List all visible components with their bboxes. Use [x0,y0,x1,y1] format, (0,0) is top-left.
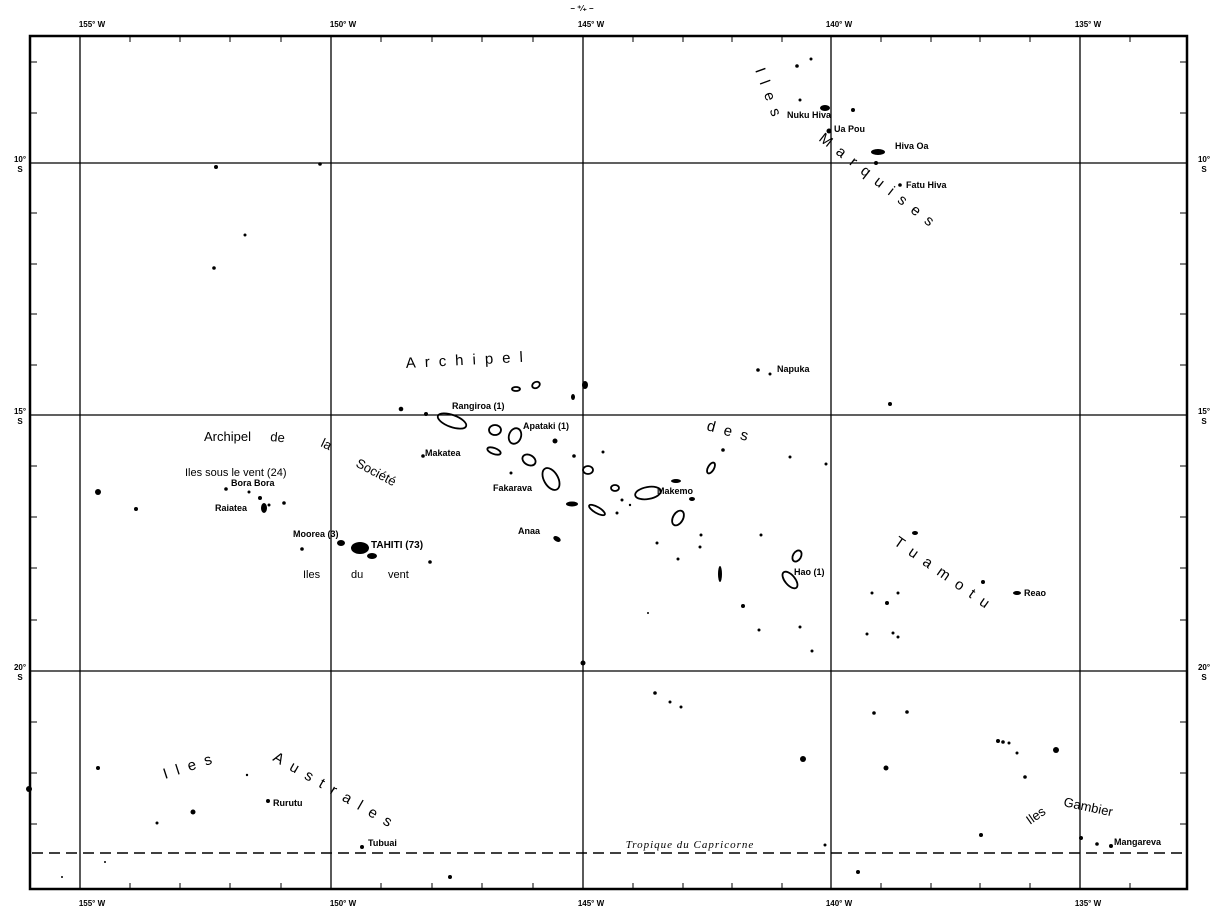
region-label-iles-australes-1: Iles [161,748,223,783]
lat-label-20s-left-deg: 20° [14,663,26,672]
region-labels: Iles Marquises Archipel des Tuamotu Arch… [161,66,1115,836]
region-label-archipel-societe: Archipel [204,429,251,444]
label-anaa: Anaa [518,526,541,536]
island-labels: Nuku Hiva Ua Pou Hiva Oa Fatu Hiva Napuk… [215,110,1162,848]
region-label-iles-gambier-1: Iles [1023,803,1049,827]
lon-label-150w-top: 150° W [330,20,357,29]
lon-label-135w-top: 135° W [1075,20,1102,29]
label-hiva-oa: Hiva Oa [895,141,930,151]
label-bora-bora: Bora Bora [231,478,276,488]
map-frame [28,34,1189,891]
longitude-labels-top: 155° W 150° W 145° W 140° W 135° W [79,20,1102,29]
lat-label-10s-right-hemi: S [1201,165,1207,174]
region-label-de: de [270,429,286,445]
region-label-la: la [319,435,335,453]
lon-label-135w-bottom: 135° W [1075,899,1102,908]
label-mangareva: Mangareva [1114,837,1162,847]
label-ua-pou: Ua Pou [834,124,865,134]
label-reao: Reao [1024,588,1047,598]
longitude-labels-bottom: 155° W 150° W 145° W 140° W 135° W [79,899,1102,908]
graticule [30,36,1187,889]
lat-label-10s-left-deg: 10° [14,155,26,164]
tropic-label: Tropique du Capricorne [626,839,755,851]
lon-label-145w-bottom: 145° W [578,899,605,908]
label-raiatea: Raiatea [215,503,248,513]
label-hao: Hao (1) [794,567,825,577]
lon-label-145w-top: 145° W [578,20,605,29]
region-label-archipel-tuamotu: Archipel [405,348,532,372]
label-fatu-hiva: Fatu Hiva [906,180,948,190]
frame-ticks [30,36,1187,889]
lon-label-155w-bottom: 155° W [79,899,106,908]
lat-label-10s-left-hemi: S [17,165,23,174]
region-label-des: des [705,417,759,447]
lon-label-150w-bottom: 150° W [330,899,357,908]
label-makatea: Makatea [425,448,462,458]
label-fakarava: Fakarava [493,483,533,493]
lat-label-20s-right-deg: 20° [1198,663,1210,672]
region-label-iles-du-vent-1: Iles [303,569,321,581]
label-apataki: Apataki (1) [523,421,569,431]
atoll-outlines [436,380,803,590]
lat-label-20s-left-hemi: S [17,673,23,682]
lat-label-15s-left-hemi: S [17,417,23,426]
label-rangiroa: Rangiroa (1) [452,401,505,411]
lon-label-155w-top: 155° W [79,20,106,29]
lat-label-20s-right-hemi: S [1201,673,1207,682]
label-moorea: Moorea (3) [293,529,339,539]
label-tahiti: TAHITI (73) [371,540,423,551]
region-label-iles-sous-le-vent: Iles sous le vent (24) [185,467,287,479]
lat-label-10s-right-deg: 10° [1198,155,1210,164]
tropic-label-bg [594,838,786,852]
region-label-tuamotu: Tuamotu [891,533,1000,617]
label-makemo: Makemo [657,486,694,496]
label-napuka: Napuka [777,364,811,374]
label-rurutu: Rurutu [273,798,303,808]
region-label-iles-du-vent-3: vent [388,569,409,581]
region-label-iles: Iles [751,66,787,128]
lon-label-140w-bottom: 140° W [826,899,853,908]
tahiti-island [351,542,369,554]
label-nuku-hiva: Nuku Hiva [787,110,832,120]
lat-label-15s-left-deg: 15° [14,407,26,416]
region-label-iles-australes-2: Australes [270,749,403,835]
header-mark: – ⁺⁄₊ – [570,4,594,13]
label-tubuai: Tubuai [368,838,397,848]
lat-label-15s-right-hemi: S [1201,417,1207,426]
region-label-iles-gambier-2: Gambier [1062,794,1115,819]
lon-label-140w-top: 140° W [826,20,853,29]
lat-label-15s-right-deg: 15° [1198,407,1210,416]
latitude-labels: 10° S 15° S 20° S 10° S 15° S 20° S [14,155,1210,682]
region-label-societe: Société [354,455,399,489]
region-label-iles-du-vent-2: du [351,569,363,581]
islands-dots [26,57,1113,879]
islands-solid [261,149,1021,595]
moorea-island [337,540,345,546]
